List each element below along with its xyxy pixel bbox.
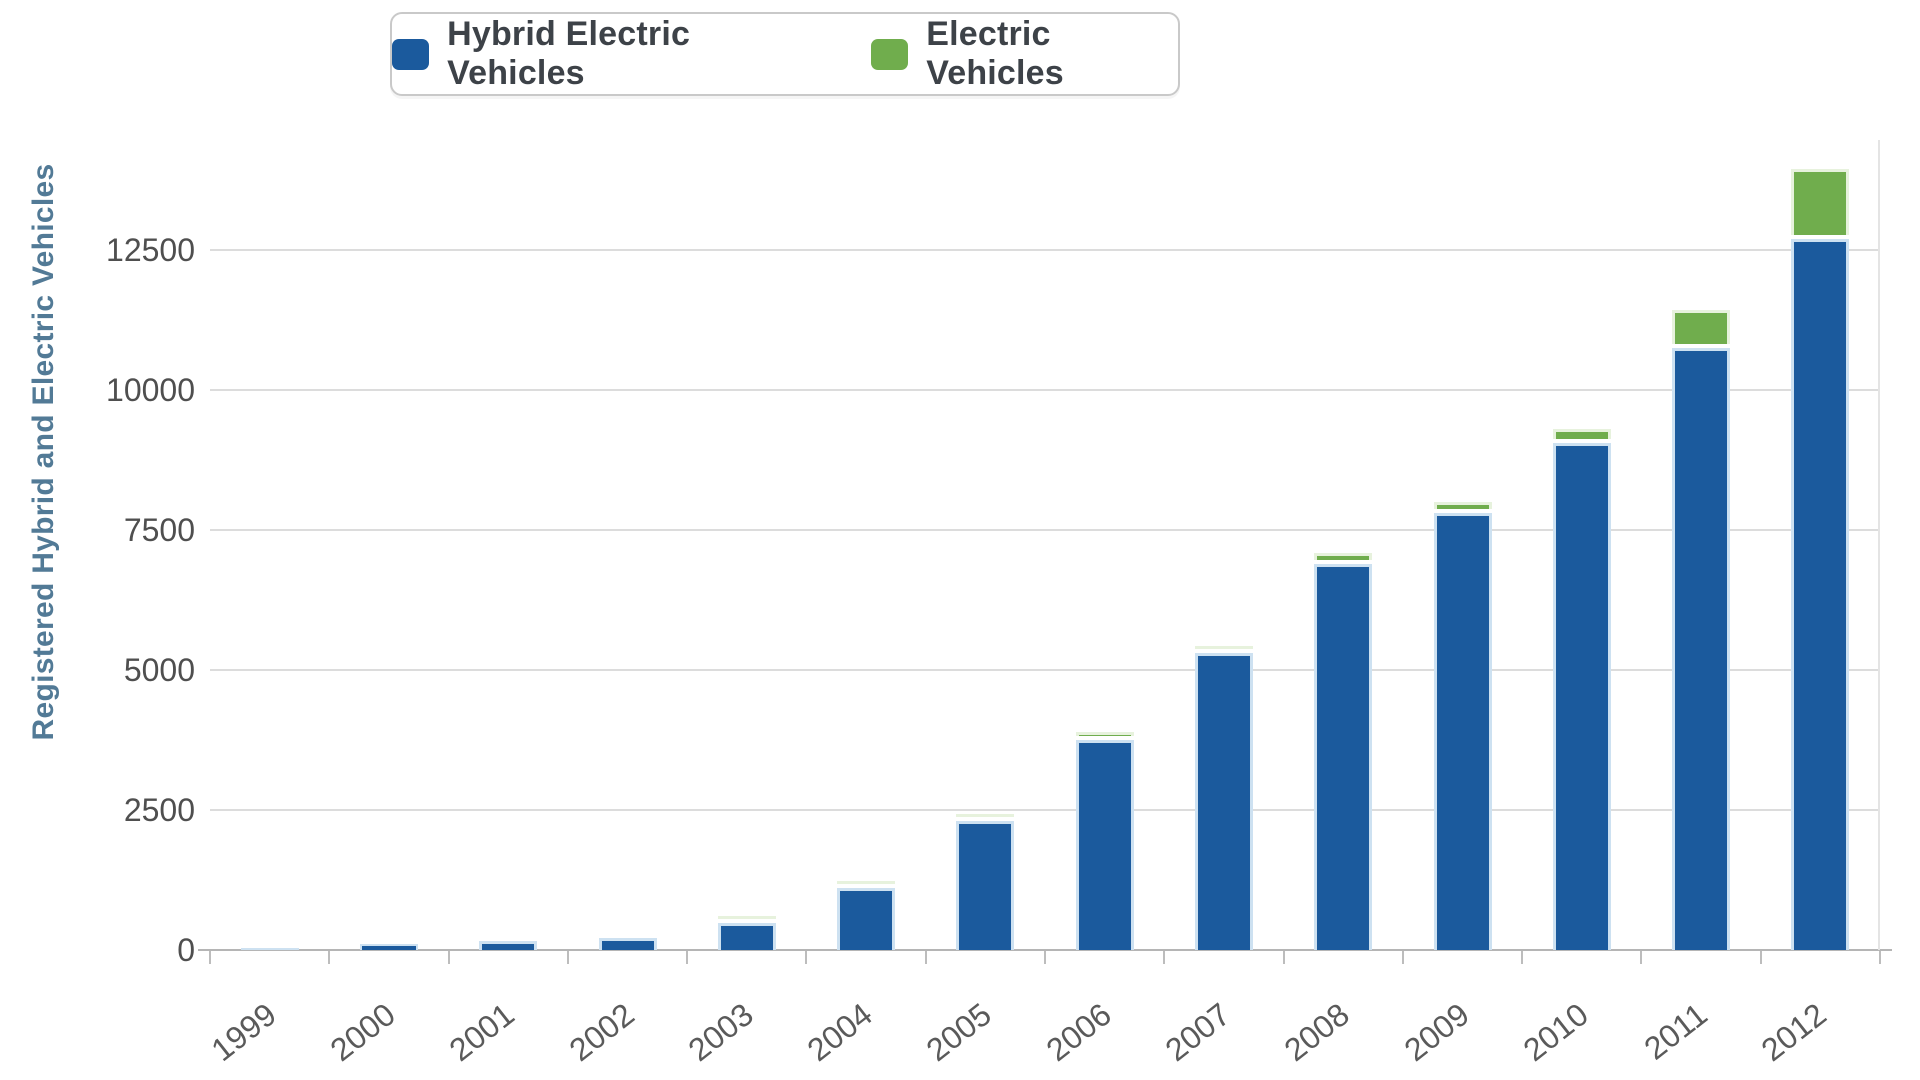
bar-2011-electric-vehicles[interactable] [1672,310,1731,344]
bar-2010-electric-vehicles[interactable] [1552,429,1611,439]
x-tick-label-2011: 2011 [1637,995,1714,1067]
x-tick-label-2006: 2006 [1039,995,1118,1069]
legend-item-hybrid-electric-vehicles[interactable]: Hybrid Electric Vehicles [392,15,809,93]
x-tick-mark [328,951,331,964]
bar-2011-hybrid-electric-vehicles[interactable] [1672,348,1731,950]
x-tick-mark [924,951,927,964]
x-tick-mark [1879,951,1881,964]
gridline-2500 [210,809,1880,811]
x-tick-label-2008: 2008 [1277,995,1356,1069]
bar-2002[interactable] [598,938,657,950]
x-tick-label-2003: 2003 [681,995,760,1069]
bar-2009[interactable] [1433,502,1492,950]
x-tick-mark [209,951,211,964]
bar-2006[interactable] [1075,732,1134,950]
x-tick-mark [566,951,569,964]
bar-2005-hybrid-electric-vehicles[interactable] [956,821,1015,950]
bar-2009-segment-gap [1433,509,1492,513]
gridline-7500 [210,529,1880,531]
bar-2012-segment-gap [1791,235,1850,239]
bar-2004-hybrid-electric-vehicles[interactable] [837,888,896,950]
x-tick-label-2000: 2000 [323,995,402,1069]
y-tick-label-2500: 2500 [123,792,195,828]
bar-2010[interactable] [1552,429,1611,950]
bar-2008-electric-vehicles[interactable] [1314,553,1373,560]
bar-2003[interactable] [717,916,776,950]
bar-2007-hybrid-electric-vehicles[interactable] [1194,653,1253,950]
x-tick-mark [1401,951,1404,964]
x-tick-mark [1521,951,1524,964]
chart-legend: Hybrid Electric Vehicles Electric Vehicle… [390,12,1180,96]
bar-2009-electric-vehicles[interactable] [1433,502,1492,509]
plot-area [198,140,1892,951]
bar-2005[interactable] [956,814,1015,950]
y-tick-label-10000: 10000 [106,372,195,408]
bar-2007-electric-vehicles[interactable] [1194,646,1253,649]
legend-label: Electric Vehicles [926,15,1064,92]
bar-2006-hybrid-electric-vehicles[interactable] [1075,740,1134,950]
x-tick-mark [447,951,450,964]
bar-2011-segment-gap [1672,344,1731,348]
y-tick-label-0: 0 [177,932,195,968]
x-tick-label-2009: 2009 [1397,995,1476,1069]
bar-2011[interactable] [1672,310,1731,950]
bar-2008-hybrid-electric-vehicles[interactable] [1314,564,1373,950]
bar-2008-segment-gap [1314,560,1373,564]
bar-2005-segment-gap [956,817,1015,821]
bar-1999[interactable] [240,948,299,950]
legend-item-electric-vehicles[interactable]: Electric Vehicles [871,15,1178,93]
bar-2012[interactable] [1791,169,1850,950]
y-tick-label-5000: 5000 [123,652,195,688]
x-tick-mark [1044,951,1046,964]
x-tick-mark [805,951,808,964]
bar-2003-hybrid-electric-vehicles[interactable] [717,923,776,950]
bar-2006-electric-vehicles[interactable] [1075,732,1134,736]
x-tick-label-2010: 2010 [1516,995,1595,1069]
legend-swatch-icon [871,38,909,70]
y-tick-label-7500: 7500 [123,512,195,548]
bar-2000-hybrid-electric-vehicles[interactable] [359,944,418,950]
bar-2009-hybrid-electric-vehicles[interactable] [1433,513,1492,950]
x-tick-label-1999: 1999 [204,995,283,1069]
x-tick-mark [1640,951,1643,964]
x-tick-label-2012: 2012 [1754,995,1834,1069]
bar-2001[interactable] [479,941,538,950]
bar-1999-hybrid-electric-vehicles[interactable] [240,948,299,950]
bar-2006-segment-gap [1075,736,1134,740]
bar-2004[interactable] [837,881,896,950]
bar-2012-hybrid-electric-vehicles[interactable] [1791,239,1850,950]
bar-2007[interactable] [1194,646,1253,950]
gridline-12500 [210,249,1880,251]
bar-2008[interactable] [1314,553,1373,950]
bar-2012-electric-vehicles[interactable] [1791,169,1850,235]
bar-2004-segment-gap [837,884,896,888]
x-tick-mark [1163,951,1166,964]
legend-swatch-icon [392,38,430,70]
x-axis-line [198,949,1892,951]
bar-2000[interactable] [359,944,418,950]
bar-2007-segment-gap [1194,649,1253,653]
gridline-5000 [210,669,1880,671]
bar-2004-electric-vehicles[interactable] [837,881,896,884]
bar-2010-hybrid-electric-vehicles[interactable] [1552,443,1611,950]
bar-2003-electric-vehicles[interactable] [717,916,776,919]
y-tick-label-12500: 12500 [106,232,195,268]
x-tick-label-2002: 2002 [562,995,641,1069]
legend-label: Hybrid Electric Vehicles [447,15,691,92]
x-tick-mark [1759,951,1762,964]
x-tick-label-2001: 2001 [442,995,521,1069]
bar-2001-hybrid-electric-vehicles[interactable] [479,941,538,950]
x-tick-label-2005: 2005 [919,995,999,1069]
bar-2003-segment-gap [717,919,776,923]
gridline-10000 [210,389,1880,391]
bar-2005-electric-vehicles[interactable] [956,814,1015,817]
x-tick-mark [686,951,689,964]
plot-right-border [1878,140,1880,950]
x-tick-mark [1282,951,1285,964]
bar-2010-segment-gap [1552,439,1611,443]
bar-2002-hybrid-electric-vehicles[interactable] [598,938,657,950]
x-tick-label-2004: 2004 [800,995,879,1069]
x-tick-label-2007: 2007 [1158,995,1237,1069]
